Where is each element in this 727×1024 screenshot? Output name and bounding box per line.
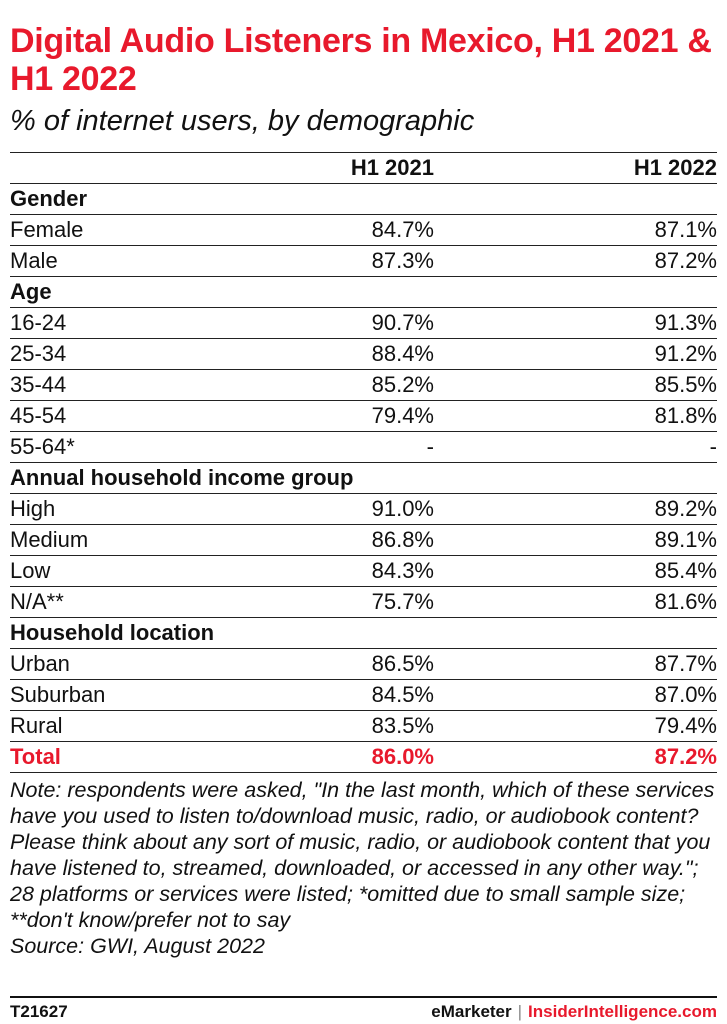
table-row: N/A** 75.7% 81.6% [10, 586, 717, 618]
table-row: 16-24 90.7% 91.3% [10, 307, 717, 339]
brand-separator: | [517, 1002, 523, 1021]
table-row: 35-44 85.2% 85.5% [10, 369, 717, 401]
header-label-cell [10, 153, 300, 184]
value-h1-2021: 83.5% [300, 710, 434, 742]
row-label: Female [10, 214, 300, 246]
value-h1-2021: 91.0% [300, 493, 434, 525]
brand-emarketer: eMarketer [431, 1002, 512, 1021]
row-label: 25-34 [10, 338, 300, 370]
row-label: Medium [10, 524, 300, 556]
value-h1-2022: 87.1% [434, 214, 717, 246]
value-h1-2022: 81.8% [434, 400, 717, 432]
value-h1-2021: 84.7% [300, 214, 434, 246]
brand: eMarketer | InsiderIntelligence.com [431, 1001, 717, 1023]
value-h1-2022: 91.3% [434, 307, 717, 339]
top-rule [10, 152, 717, 153]
table-row: 55-64* - - [10, 431, 717, 463]
row-label: High [10, 493, 300, 525]
value-h1-2022: 89.1% [434, 524, 717, 556]
value-h1-2021: 84.5% [300, 679, 434, 711]
total-h1-2021: 86.0% [300, 741, 434, 773]
column-header-h1-2022: H1 2022 [434, 153, 717, 184]
row-label: N/A** [10, 586, 300, 618]
value-h1-2022: 87.0% [434, 679, 717, 711]
table-row: Female 84.7% 87.1% [10, 214, 717, 246]
value-h1-2021: 87.3% [300, 245, 434, 277]
group-label: Household location [10, 617, 717, 649]
value-h1-2021: 90.7% [300, 307, 434, 339]
value-h1-2021: 75.7% [300, 586, 434, 618]
row-label: 55-64* [10, 431, 300, 463]
value-h1-2021: - [300, 431, 434, 463]
total-label: Total [10, 741, 300, 773]
value-h1-2021: 86.8% [300, 524, 434, 556]
table-row: Rural 83.5% 79.4% [10, 710, 717, 742]
value-h1-2021: 88.4% [300, 338, 434, 370]
group-header-annual-household-income-group: Annual household income group [10, 462, 717, 494]
group-label: Annual household income group [10, 462, 717, 494]
chart-subtitle: % of internet users, by demographic [10, 105, 475, 137]
total-row: Total 86.0% 87.2% [10, 741, 717, 773]
chart-title: Digital Audio Listeners in Mexico, H1 20… [10, 22, 712, 98]
note-text: Note: respondents were asked, "In the la… [10, 778, 715, 932]
data-table: H1 2021 H1 2022 Gender Female 84.7% 87.1% Ma… [10, 153, 717, 773]
column-header-h1-2021: H1 2021 [300, 153, 434, 184]
value-h1-2022: 87.2% [434, 245, 717, 277]
table-row: Low 84.3% 85.4% [10, 555, 717, 587]
value-h1-2021: 85.2% [300, 369, 434, 401]
footer-rule [10, 996, 717, 998]
row-label: Male [10, 245, 300, 277]
value-h1-2022: 85.4% [434, 555, 717, 587]
row-label: Low [10, 555, 300, 587]
table-row: 25-34 88.4% 91.2% [10, 338, 717, 370]
table-row: Medium 86.8% 89.1% [10, 524, 717, 556]
source-text: Source: GWI, August 2022 [10, 934, 265, 958]
row-label: 35-44 [10, 369, 300, 401]
row-label: Urban [10, 648, 300, 680]
value-h1-2022: 87.7% [434, 648, 717, 680]
table-row: Male 87.3% 87.2% [10, 245, 717, 277]
value-h1-2022: 91.2% [434, 338, 717, 370]
table-row: Suburban 84.5% 87.0% [10, 679, 717, 711]
value-h1-2022: 81.6% [434, 586, 717, 618]
table-header-row: H1 2021 H1 2022 [10, 153, 717, 184]
table-row: Urban 86.5% 87.7% [10, 648, 717, 680]
value-h1-2021: 86.5% [300, 648, 434, 680]
value-h1-2022: 79.4% [434, 710, 717, 742]
group-header-age: Age [10, 276, 717, 308]
value-h1-2022: - [434, 431, 717, 463]
value-h1-2022: 85.5% [434, 369, 717, 401]
group-label: Age [10, 276, 717, 308]
total-h1-2022: 87.2% [434, 741, 717, 773]
chart-id: T21627 [10, 1002, 68, 1021]
chart-container: Digital Audio Listeners in Mexico, H1 20… [10, 0, 717, 959]
value-h1-2021: 79.4% [300, 400, 434, 432]
table-row: High 91.0% 89.2% [10, 493, 717, 525]
row-label: Suburban [10, 679, 300, 711]
footer: T21627 eMarketer | InsiderIntelligence.com [10, 1001, 717, 1023]
group-header-household-location: Household location [10, 617, 717, 649]
group-label: Gender [10, 183, 717, 215]
value-h1-2021: 84.3% [300, 555, 434, 587]
brand-insiderintelligence-link[interactable]: InsiderIntelligence.com [528, 1002, 717, 1021]
value-h1-2022: 89.2% [434, 493, 717, 525]
row-label: 45-54 [10, 400, 300, 432]
row-label: Rural [10, 710, 300, 742]
table-row: 45-54 79.4% 81.8% [10, 400, 717, 432]
row-label: 16-24 [10, 307, 300, 339]
group-header-gender: Gender [10, 183, 717, 215]
